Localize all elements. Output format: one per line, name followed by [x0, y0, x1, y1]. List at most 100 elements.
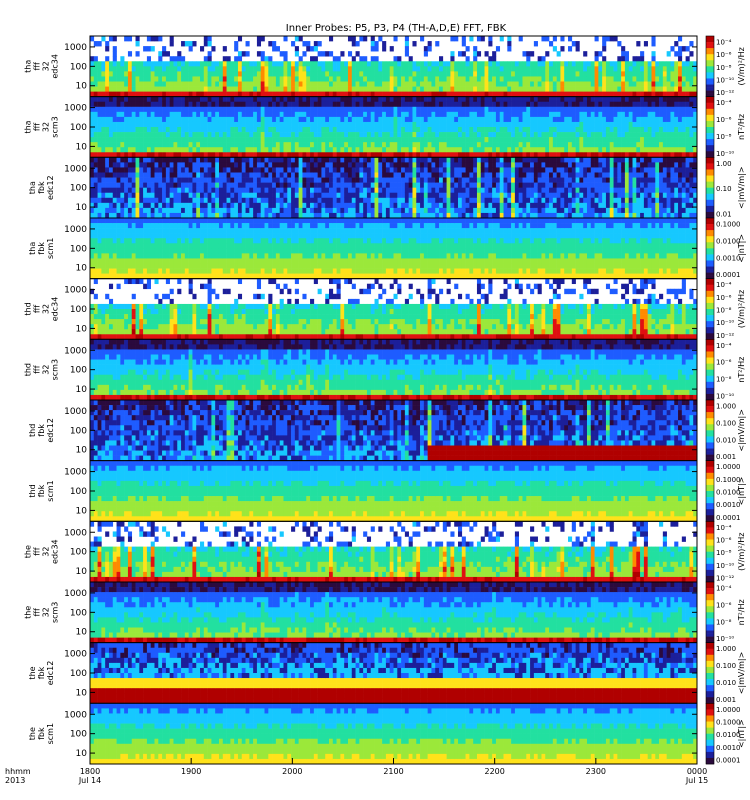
spectrogram-cell: [575, 71, 580, 77]
spectrogram-cell: [503, 142, 508, 148]
spectrogram-cell: [579, 212, 584, 219]
spectrogram-cell: [146, 96, 151, 103]
spectrogram-cell: [321, 81, 326, 87]
spectrogram-cell: [617, 147, 622, 153]
spectrogram-cell: [427, 106, 432, 113]
spectrogram-cell: [215, 127, 220, 133]
spectrogram-cell: [112, 111, 117, 118]
spectrogram-cell: [177, 187, 182, 194]
spectrogram-cell: [366, 192, 372, 199]
spectrogram-cell: [215, 172, 220, 178]
spectrogram-cell: [116, 91, 121, 97]
spectrogram-cell: [693, 76, 698, 82]
spectrogram-cell: [215, 197, 220, 204]
spectrogram-cell: [287, 147, 292, 153]
spectrogram-cell: [473, 121, 478, 128]
spectrogram-cell: [579, 76, 584, 82]
spectrogram-cell: [590, 172, 595, 178]
spectrogram-cell: [211, 202, 216, 209]
spectrogram-cell: [222, 207, 227, 214]
spectrogram-cell: [173, 56, 178, 62]
spectrogram-cell: [590, 66, 595, 72]
spectrogram-cell: [347, 111, 353, 118]
spectrogram-cell: [571, 96, 576, 103]
spectrogram-cell: [181, 187, 186, 194]
spectrogram-cell: [507, 86, 512, 92]
spectrogram-cell: [549, 157, 554, 163]
spectrogram-cell: [181, 111, 186, 118]
spectrogram-cell: [556, 76, 561, 82]
spectrogram-cell: [116, 212, 121, 219]
spectrogram-cell: [264, 152, 269, 158]
spectrogram-cell: [461, 207, 466, 214]
spectrogram-cell: [605, 106, 611, 113]
spectrogram-cell: [564, 152, 569, 158]
spectrogram-cell: [165, 81, 170, 87]
spectrogram-cell: [431, 132, 436, 138]
spectrogram-cell: [651, 71, 656, 77]
spectrogram-cell: [317, 207, 322, 214]
spectrogram-cell: [135, 41, 140, 47]
spectrogram-cell: [355, 177, 360, 183]
spectrogram-cell: [287, 61, 292, 67]
spectrogram-cell: [689, 132, 694, 138]
spectrogram-cell: [165, 147, 170, 153]
spectrogram-cell: [135, 86, 140, 92]
spectrogram-cell: [203, 162, 208, 168]
spectrogram-cell: [442, 66, 447, 72]
spectrogram-cell: [256, 111, 262, 118]
spectrogram-cell: [636, 61, 641, 67]
spectrogram-cell: [317, 192, 322, 199]
spectrogram-cell: [313, 162, 318, 168]
spectrogram-cell: [90, 142, 95, 148]
spectrogram-cell: [655, 81, 660, 87]
spectrogram-cell: [249, 162, 254, 168]
spectrogram-cell: [605, 86, 611, 92]
spectrogram-cell: [188, 162, 193, 168]
spectrogram-cell: [260, 86, 265, 92]
spectrogram-cell: [347, 96, 353, 103]
spectrogram-cell: [670, 86, 675, 92]
spectrogram-cell: [507, 76, 512, 82]
spectrogram-cell: [158, 96, 163, 103]
spectrogram-cell: [533, 212, 538, 219]
spectrogram-cell: [598, 66, 603, 72]
spectrogram-cell: [469, 106, 474, 113]
spectrogram-cell: [294, 202, 299, 209]
spectrogram-cell: [640, 101, 645, 108]
spectrogram-cell: [439, 162, 444, 168]
spectrogram-cell: [640, 96, 645, 103]
spectrogram-cell: [169, 106, 174, 113]
spectrogram-cell: [101, 36, 106, 42]
spectrogram-cell: [693, 91, 698, 97]
spectrogram-cell: [617, 111, 622, 118]
spectrogram-cell: [507, 132, 512, 138]
spectrogram-cell: [135, 76, 140, 82]
spectrogram-cell: [173, 182, 178, 188]
spectrogram-cell: [287, 127, 292, 133]
spectrogram-cell: [310, 56, 315, 62]
spectrogram-cell: [423, 167, 428, 173]
spectrogram-cell: [643, 76, 648, 82]
spectrogram-cell: [207, 41, 212, 47]
spectrogram-cell: [370, 177, 375, 183]
spectrogram-cell: [347, 132, 353, 138]
spectrogram-cell: [325, 127, 330, 133]
spectrogram-cell: [598, 51, 603, 57]
spectrogram-cell: [571, 91, 576, 97]
spectrogram-cell: [450, 106, 455, 113]
spectrogram-cell: [340, 162, 345, 168]
spectrogram-cell: [476, 132, 482, 138]
spectrogram-cell: [188, 197, 193, 204]
spectrogram-cell: [215, 101, 220, 108]
spectrogram-cell: [287, 187, 292, 194]
spectrogram-cell: [397, 172, 402, 178]
spectrogram-cell: [533, 152, 538, 158]
spectrogram-cell: [655, 86, 660, 92]
spectrogram-cell: [169, 96, 174, 103]
spectrogram-cell: [397, 207, 402, 214]
spectrogram-cell: [165, 101, 170, 108]
spectrogram-cell: [317, 96, 322, 103]
spectrogram-cell: [234, 172, 239, 178]
spectrogram-cell: [256, 207, 262, 214]
